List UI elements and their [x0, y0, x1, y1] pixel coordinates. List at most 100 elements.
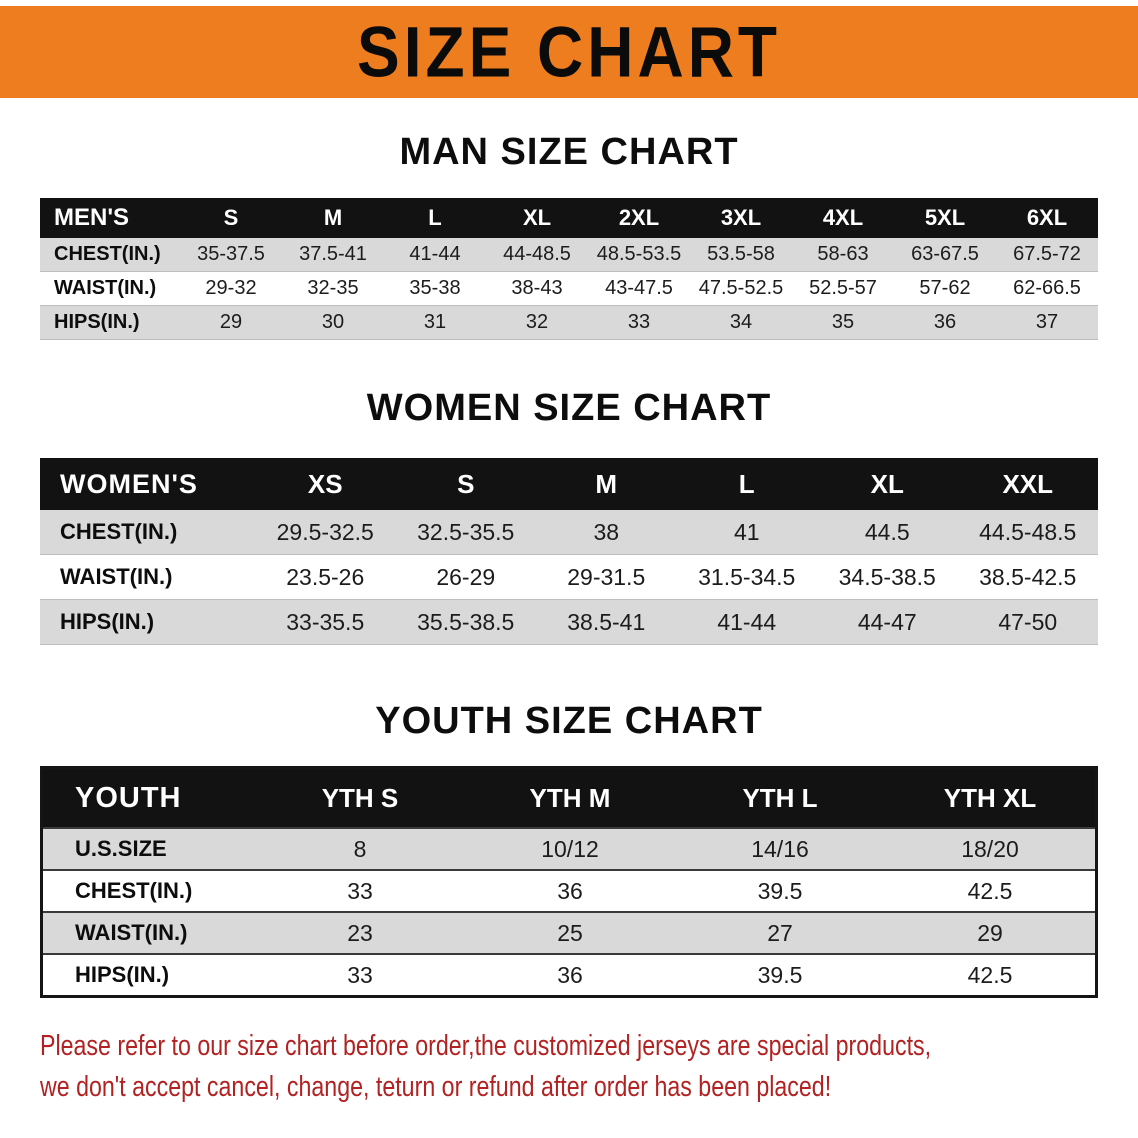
men-size-section: MAN SIZE CHART MEN'S S M L XL 2XL 3XL 4XL 5XL 6XL…	[0, 130, 1138, 340]
size-value-cell: 41-44	[717, 608, 777, 635]
size-value-cell: 36	[557, 961, 583, 988]
table-row: HIPS(IN.) 33 36 39.5 42.5	[43, 953, 1095, 995]
table-row: HIPS(IN.) 33-35.5 35.5-38.5 38.5-41 41-44 44-…	[40, 600, 1098, 645]
row-label-cell: WAIST(IN.)	[75, 920, 188, 945]
size-value-cell: 67.5-72	[1013, 243, 1081, 265]
size-value-cell: 32	[525, 311, 549, 333]
size-value-cell: 44-48.5	[503, 243, 571, 265]
table-row: WAIST(IN.) 23.5-26 26-29 29-31.5 31.5-34.5 34…	[40, 555, 1098, 600]
table-header-row: MEN'S S M L XL 2XL 3XL 4XL 5XL 6XL	[40, 198, 1098, 238]
row-label-cell: WAIST(IN.)	[54, 277, 157, 299]
size-value-cell: 29-31.5	[567, 563, 646, 590]
size-value-cell: 38.5-42.5	[979, 563, 1077, 590]
size-value-cell: 35-37.5	[197, 243, 265, 265]
size-value-cell: 48.5-53.5	[596, 243, 682, 265]
size-header-cell: 6XL	[1026, 205, 1068, 230]
size-value-cell: 8	[353, 835, 367, 862]
size-header-cell: YTH S	[321, 782, 399, 813]
women-chart-heading: WOMEN SIZE CHART	[366, 387, 772, 429]
women-size-table: WOMEN'S XS S M L XL XXL CHEST(IN.) 29.5-32.5 32.5…	[40, 458, 1098, 645]
size-header-cell: YTH L	[742, 782, 818, 813]
table-title-cell: WOMEN'S	[60, 468, 198, 499]
size-header-cell: YTH M	[529, 782, 611, 813]
size-header-cell: M	[323, 205, 343, 230]
table-row: CHEST(IN.) 33 36 39.5 42.5	[43, 869, 1095, 911]
size-value-cell: 57-62	[919, 277, 971, 299]
table-row: CHEST(IN.) 35-37.5 37.5-41 41-44 44-48.5 48.5…	[40, 238, 1098, 272]
size-value-cell: 47-50	[998, 608, 1058, 635]
size-header-cell: S	[457, 468, 475, 499]
size-header-cell: M	[595, 468, 618, 499]
size-value-cell: 27	[767, 919, 793, 946]
size-value-cell: 38	[593, 518, 620, 545]
size-value-cell: 36	[933, 311, 957, 333]
size-value-cell: 58-63	[817, 243, 869, 265]
size-value-cell: 42.5	[967, 877, 1013, 904]
size-chart-banner: SIZE CHART	[0, 6, 1138, 98]
size-value-cell: 25	[557, 919, 583, 946]
row-label-cell: CHEST(IN.)	[54, 243, 161, 265]
size-header-cell: 4XL	[822, 205, 864, 230]
size-value-cell: 23.5-26	[286, 563, 365, 590]
size-header-cell: L	[428, 205, 442, 230]
size-value-cell: 52.5-57	[809, 277, 877, 299]
size-value-cell: 41	[733, 518, 760, 545]
size-value-cell: 31.5-34.5	[698, 563, 796, 590]
size-value-cell: 35.5-38.5	[417, 608, 515, 635]
size-value-cell: 33-35.5	[286, 608, 365, 635]
size-value-cell: 37	[1035, 311, 1059, 333]
table-title-cell: YOUTH	[75, 781, 182, 814]
disclaimer-line-1: Please refer to our size chart before or…	[40, 1030, 932, 1062]
size-value-cell: 38-43	[511, 277, 563, 299]
size-value-cell: 10/12	[541, 835, 599, 862]
order-disclaimer: Please refer to our size chart before or…	[40, 1026, 1138, 1108]
size-value-cell: 23	[347, 919, 373, 946]
table-row: WAIST(IN.) 23 25 27 29	[43, 911, 1095, 953]
size-value-cell: 37.5-41	[299, 243, 367, 265]
size-value-cell: 32.5-35.5	[417, 518, 515, 545]
size-header-cell: S	[223, 205, 239, 230]
size-value-cell: 43-47.5	[605, 277, 673, 299]
table-header-row: YOUTH YTH S YTH M YTH L YTH XL	[43, 769, 1095, 827]
row-label-cell: WAIST(IN.)	[60, 564, 173, 589]
row-label-cell: HIPS(IN.)	[60, 609, 155, 634]
size-value-cell: 34	[729, 311, 753, 333]
youth-chart-heading: YOUTH SIZE CHART	[375, 700, 763, 742]
size-header-cell: 3XL	[720, 205, 762, 230]
size-header-cell: 5XL	[924, 205, 966, 230]
disclaimer-line-2: we don't accept cancel, change, teturn o…	[40, 1071, 832, 1103]
size-value-cell: 44.5-48.5	[979, 518, 1077, 545]
size-value-cell: 26-29	[436, 563, 496, 590]
size-value-cell: 30	[321, 311, 345, 333]
size-header-cell: XL	[870, 468, 904, 499]
size-value-cell: 47.5-52.5	[698, 277, 784, 299]
size-value-cell: 33	[347, 961, 373, 988]
row-label-cell: CHEST(IN.)	[60, 519, 178, 544]
size-value-cell: 29	[977, 919, 1003, 946]
size-value-cell: 29	[219, 311, 243, 333]
size-value-cell: 39.5	[757, 877, 803, 904]
size-value-cell: 29.5-32.5	[276, 518, 374, 545]
size-value-cell: 33	[627, 311, 651, 333]
youth-size-section: YOUTH SIZE CHART YOUTH YTH S YTH M YTH L YTH…	[0, 699, 1138, 998]
table-row: HIPS(IN.) 29 30 31 32 33 34 35 36 37	[40, 306, 1098, 340]
row-label-cell: HIPS(IN.)	[75, 962, 170, 987]
size-value-cell: 31	[423, 311, 447, 333]
size-value-cell: 62-66.5	[1013, 277, 1081, 299]
size-chart-title: SIZE CHART	[357, 11, 781, 93]
men-size-table: MEN'S S M L XL 2XL 3XL 4XL 5XL 6XL CHEST(IN.) 35-37…	[40, 198, 1098, 340]
row-label-cell: CHEST(IN.)	[75, 878, 193, 903]
size-header-cell: XL	[522, 205, 552, 230]
size-value-cell: 36	[557, 877, 583, 904]
women-size-section: WOMEN SIZE CHART WOMEN'S XS S M L XL XXL CHEST(…	[0, 386, 1138, 645]
size-value-cell: 42.5	[967, 961, 1013, 988]
table-header-row: WOMEN'S XS S M L XL XXL	[40, 458, 1098, 510]
size-header-cell: XXL	[1002, 468, 1054, 499]
size-header-cell: 2XL	[618, 205, 660, 230]
size-value-cell: 29-32	[205, 277, 257, 299]
table-row: WAIST(IN.) 29-32 32-35 35-38 38-43 43-47.5 47.…	[40, 272, 1098, 306]
size-header-cell: XS	[307, 468, 343, 499]
table-title-cell: MEN'S	[54, 204, 130, 231]
size-header-cell: YTH XL	[943, 782, 1037, 813]
size-value-cell: 14/16	[751, 835, 809, 862]
